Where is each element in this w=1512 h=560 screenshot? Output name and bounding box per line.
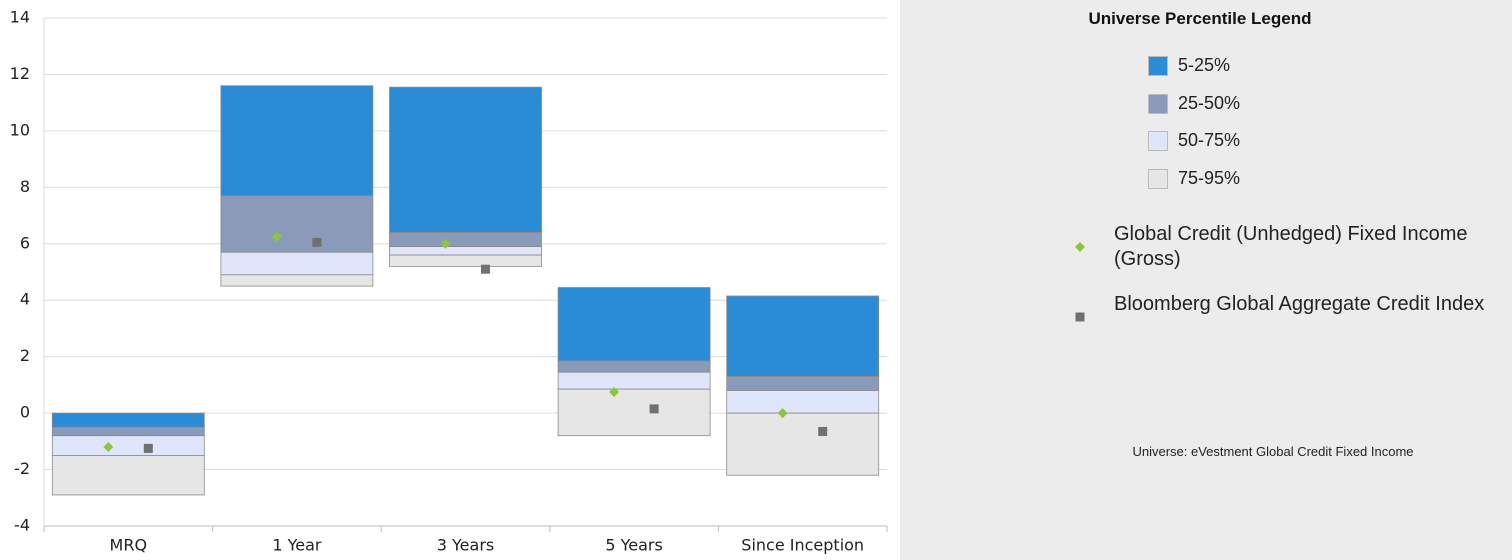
range-segment xyxy=(220,251,374,276)
legend-panel: Universe Percentile Legend Universe: eVe… xyxy=(900,0,1512,560)
marker-diamond xyxy=(271,231,282,242)
range-segment xyxy=(220,195,374,253)
y-tick-label: -2 xyxy=(14,459,30,478)
range-segment xyxy=(51,426,205,437)
range-segment xyxy=(51,455,205,496)
marker-square xyxy=(481,264,490,274)
marker-diamond xyxy=(609,386,620,397)
range-segment xyxy=(51,412,205,428)
legend-swatch xyxy=(1148,131,1168,151)
y-tick-label: 8 xyxy=(20,177,30,196)
y-tick-label: -4 xyxy=(14,516,30,535)
marker-square xyxy=(649,404,659,414)
range-segment xyxy=(220,85,374,197)
range-segment xyxy=(726,390,880,414)
marker-diamond xyxy=(777,408,788,419)
range-segment xyxy=(389,246,542,256)
range-segment xyxy=(220,274,374,287)
legend-swatch xyxy=(1148,168,1168,189)
legend-swatch xyxy=(1148,93,1168,114)
range-segment xyxy=(389,254,542,267)
y-tick-label: 6 xyxy=(20,233,30,252)
range-segment xyxy=(389,86,542,233)
y-tick-label: 12 xyxy=(10,64,30,83)
range-segment xyxy=(726,295,880,377)
marker-square xyxy=(1075,312,1085,322)
range-segment xyxy=(557,360,711,373)
marker-square xyxy=(312,237,322,247)
legend-label: 25-50% xyxy=(1178,92,1241,113)
legend-label: Bloomberg Global Aggregate Credit Index xyxy=(1114,293,1485,315)
marker-diamond xyxy=(103,441,114,452)
y-tick-label: 14 xyxy=(10,8,30,27)
range-segment xyxy=(51,435,205,456)
y-tick-label: 4 xyxy=(20,290,30,309)
x-tick-label: MRQ xyxy=(110,536,148,555)
legend-label: 5-25% xyxy=(1178,55,1231,75)
y-tick-label: 2 xyxy=(20,346,30,365)
chart: -4 -2 0 2 4 6 8 10 12 14 MRQ 1 Year 3 Years 5 Years Si… xyxy=(10,8,888,555)
legend-label: 75-95% xyxy=(1178,167,1241,188)
x-tick-label: 1 Year xyxy=(272,536,322,555)
x-tick-label: 3 Years xyxy=(437,536,494,555)
range-segment xyxy=(557,287,711,362)
x-tick-label: 5 Years xyxy=(605,536,662,555)
range-segment xyxy=(389,232,542,248)
universe-note: Universe: eVestment Global Credit Fixed … xyxy=(1132,444,1414,459)
marker-diamond xyxy=(1075,242,1085,252)
marker-square xyxy=(818,426,828,436)
legend-marker xyxy=(1075,312,1085,322)
y-tick-label: 0 xyxy=(20,403,30,422)
range-segment xyxy=(726,412,880,476)
legend-label: 50-75% xyxy=(1178,130,1241,150)
marker-square xyxy=(143,443,153,453)
legend-marker xyxy=(1075,242,1085,252)
x-tick-label: Since Inception xyxy=(741,536,864,555)
legend-label: Global Credit (Unhedged) Fixed Income (G… xyxy=(1114,223,1468,270)
legend-title: Universe Percentile Legend xyxy=(1088,9,1312,28)
range-segment xyxy=(557,388,711,437)
range-segment xyxy=(726,376,880,391)
y-tick-label: 10 xyxy=(10,120,30,139)
marker-diamond xyxy=(440,238,451,249)
legend-swatch xyxy=(1148,56,1168,76)
range-segment xyxy=(557,371,711,390)
